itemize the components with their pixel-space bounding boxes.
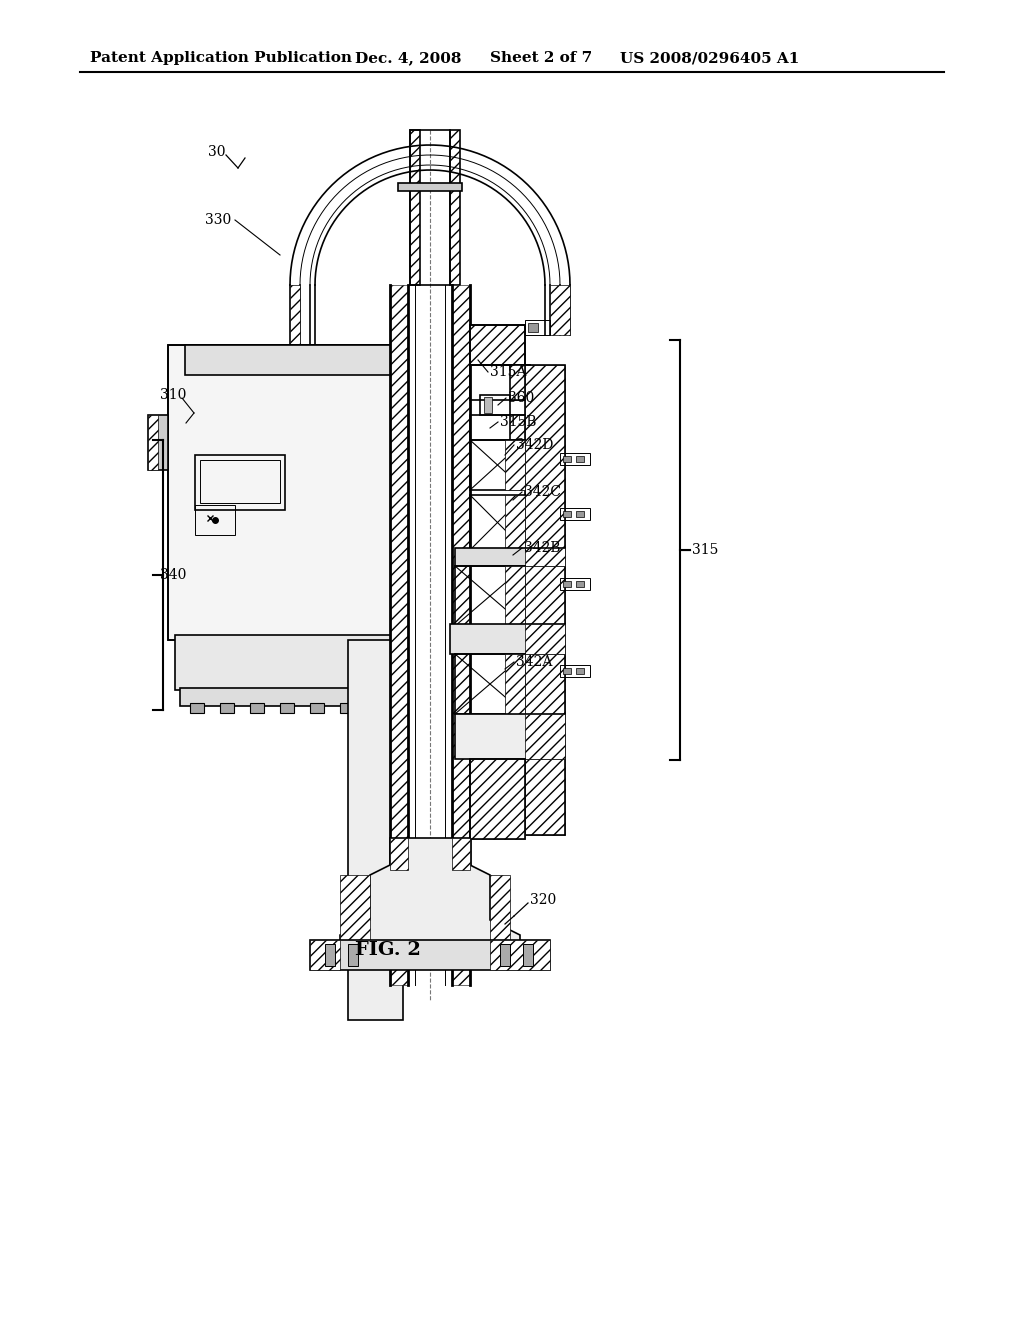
Text: 342A: 342A: [516, 655, 552, 669]
Bar: [470, 759, 525, 840]
Polygon shape: [340, 838, 520, 968]
Bar: [575, 511, 584, 517]
Text: 315B: 315B: [500, 414, 537, 429]
Bar: [528, 323, 538, 333]
Bar: [510, 366, 530, 400]
Bar: [560, 665, 590, 677]
Bar: [525, 624, 565, 653]
Bar: [148, 414, 168, 470]
Polygon shape: [340, 875, 370, 968]
Bar: [310, 704, 324, 713]
Bar: [410, 185, 420, 285]
Bar: [450, 129, 460, 185]
Bar: [510, 414, 535, 440]
Text: 320: 320: [530, 894, 556, 907]
Text: 360: 360: [508, 391, 535, 405]
Bar: [220, 704, 234, 713]
Bar: [168, 345, 408, 640]
Bar: [180, 688, 395, 706]
Bar: [563, 511, 571, 517]
Bar: [190, 704, 204, 713]
Bar: [195, 506, 234, 535]
Bar: [200, 459, 280, 503]
Text: US 2008/0296405 A1: US 2008/0296405 A1: [620, 51, 800, 65]
Bar: [560, 578, 590, 590]
Bar: [470, 325, 525, 366]
Text: Patent Application Publication: Patent Application Publication: [90, 51, 352, 65]
Bar: [185, 345, 406, 375]
Bar: [398, 183, 462, 191]
Bar: [348, 944, 358, 966]
Bar: [563, 455, 571, 462]
Polygon shape: [550, 285, 570, 335]
Bar: [450, 624, 565, 653]
Bar: [505, 495, 525, 550]
Bar: [455, 714, 565, 759]
Bar: [175, 635, 400, 690]
Bar: [410, 185, 450, 285]
Text: 30: 30: [208, 145, 225, 158]
Bar: [340, 704, 354, 713]
Bar: [525, 548, 565, 566]
Text: Dec. 4, 2008: Dec. 4, 2008: [355, 51, 462, 65]
Text: 330: 330: [205, 213, 231, 227]
Bar: [470, 495, 525, 550]
Text: 342D: 342D: [516, 438, 553, 451]
Bar: [195, 455, 285, 510]
Bar: [168, 345, 408, 640]
Bar: [348, 640, 403, 1020]
Bar: [310, 940, 550, 970]
Bar: [563, 668, 571, 675]
Bar: [310, 940, 340, 970]
Bar: [490, 940, 550, 970]
Bar: [470, 366, 530, 400]
Bar: [575, 455, 584, 462]
Bar: [525, 366, 565, 836]
Text: 342C: 342C: [524, 484, 561, 499]
Bar: [410, 129, 450, 185]
Bar: [505, 653, 525, 714]
Bar: [525, 366, 565, 836]
Bar: [280, 704, 294, 713]
Bar: [250, 704, 264, 713]
Text: 340: 340: [160, 568, 186, 582]
Bar: [148, 414, 158, 470]
Text: 342B: 342B: [524, 541, 560, 554]
Text: 315: 315: [692, 543, 719, 557]
Bar: [390, 285, 408, 985]
Bar: [484, 397, 492, 413]
Bar: [410, 129, 420, 185]
Text: 310: 310: [160, 388, 186, 403]
Bar: [470, 325, 525, 366]
Polygon shape: [452, 838, 470, 870]
Bar: [523, 944, 534, 966]
Bar: [575, 581, 584, 587]
Bar: [455, 548, 565, 566]
Bar: [470, 440, 525, 490]
Bar: [563, 581, 571, 587]
Bar: [500, 944, 510, 966]
Bar: [450, 185, 460, 285]
Bar: [455, 566, 525, 626]
Polygon shape: [490, 875, 510, 968]
Text: FIG. 2: FIG. 2: [355, 941, 421, 960]
Polygon shape: [290, 285, 300, 345]
Text: 315A: 315A: [490, 366, 526, 379]
Bar: [470, 759, 525, 840]
Bar: [560, 453, 590, 465]
Bar: [470, 414, 535, 440]
Bar: [525, 714, 565, 759]
Bar: [505, 566, 525, 626]
Text: Sheet 2 of 7: Sheet 2 of 7: [490, 51, 592, 65]
Bar: [560, 508, 590, 520]
Bar: [575, 668, 584, 675]
Bar: [480, 395, 510, 414]
Bar: [455, 653, 525, 714]
Bar: [525, 319, 550, 335]
Bar: [505, 440, 525, 490]
Bar: [452, 285, 470, 985]
Polygon shape: [390, 838, 408, 870]
Bar: [325, 944, 335, 966]
